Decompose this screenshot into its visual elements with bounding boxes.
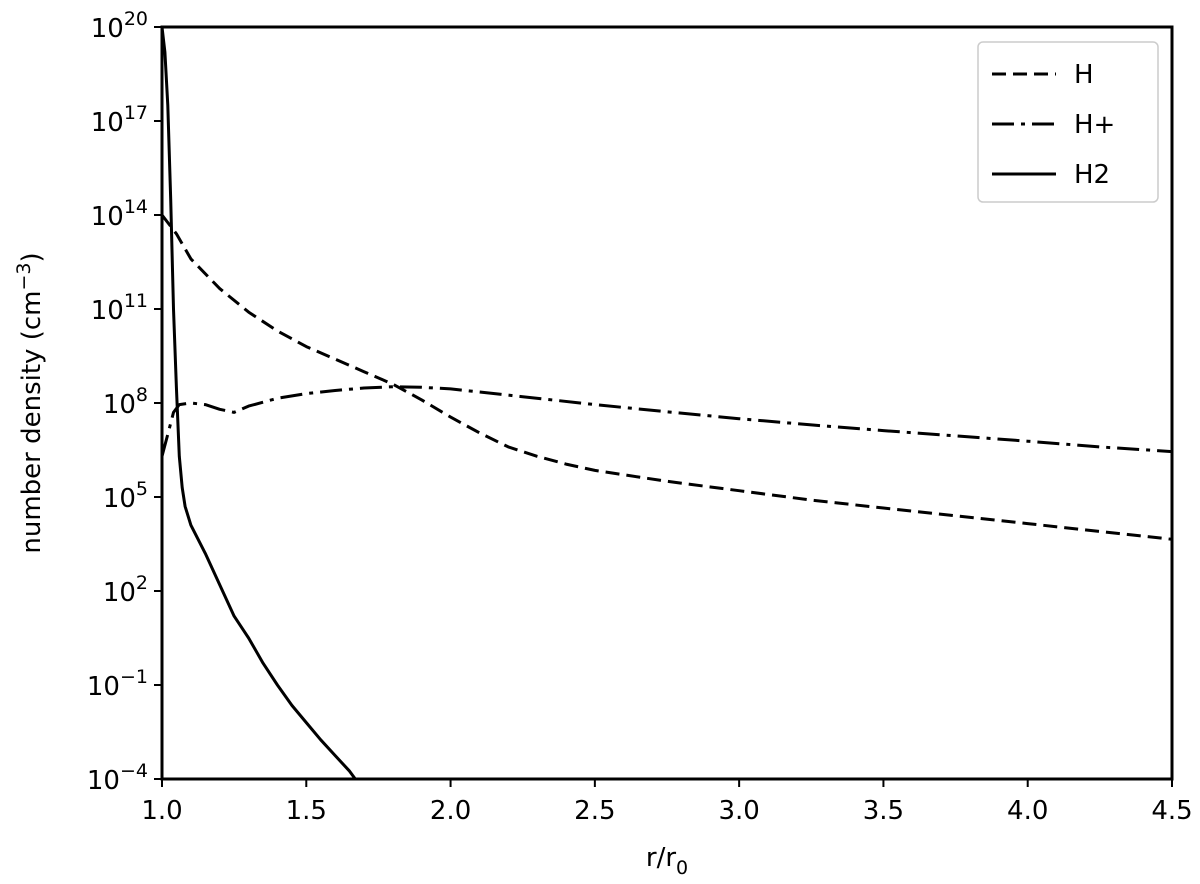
x-tick-label: 4.5 bbox=[1151, 796, 1192, 826]
x-tick-label: 3.5 bbox=[863, 796, 904, 826]
y-tick-label: 1014 bbox=[91, 196, 148, 232]
legend-items: H H+ H2 bbox=[992, 60, 1115, 190]
series-line-h bbox=[162, 214, 1172, 541]
legend-label: H2 bbox=[1074, 160, 1110, 190]
y-tick-label: 102 bbox=[103, 572, 148, 608]
x-tick-label: 2.5 bbox=[574, 796, 615, 826]
series-layer bbox=[162, 27, 1172, 779]
legend-box bbox=[977, 41, 1159, 203]
y-axis-label-close: ) bbox=[17, 252, 47, 262]
y-tick-label: 105 bbox=[103, 478, 148, 514]
y-tick-label: 10−1 bbox=[87, 666, 148, 702]
x-tick-label: 3.0 bbox=[718, 796, 759, 826]
y-tick-label: 1020 bbox=[91, 8, 148, 44]
y-axis-label-sup: −3 bbox=[13, 263, 35, 291]
series-line-h2 bbox=[162, 27, 357, 779]
x-axis-label-sub: 0 bbox=[676, 857, 688, 879]
legend: H H+ H2 bbox=[977, 41, 1159, 203]
x-axis-label: r/r0 bbox=[646, 843, 688, 879]
y-tick-label: 10−4 bbox=[87, 760, 148, 796]
x-axis: 1.0 1.5 2.0 2.5 3.0 3.5 4.0 4.5 bbox=[141, 779, 1193, 826]
x-tick-label: 1.0 bbox=[141, 796, 182, 826]
y-tick-label: 1017 bbox=[91, 102, 148, 138]
x-tick-label: 1.5 bbox=[286, 796, 327, 826]
x-axis-label-base: r/r bbox=[646, 843, 676, 873]
series-line-hplus bbox=[162, 385, 1172, 457]
y-tick-label: 108 bbox=[103, 384, 148, 420]
x-tick-label: 2.0 bbox=[430, 796, 471, 826]
y-axis-label-main: number density (cm bbox=[17, 291, 47, 554]
y-tick-label: 1011 bbox=[91, 290, 148, 326]
x-tick-label: 4.0 bbox=[1007, 796, 1048, 826]
legend-label: H+ bbox=[1074, 110, 1115, 140]
y-axis-label: number density (cm−3) bbox=[13, 252, 47, 553]
legend-label: H bbox=[1074, 60, 1094, 90]
y-axis: 1020 1017 1014 1011 108 105 102 10−1 10−4 bbox=[87, 8, 162, 796]
